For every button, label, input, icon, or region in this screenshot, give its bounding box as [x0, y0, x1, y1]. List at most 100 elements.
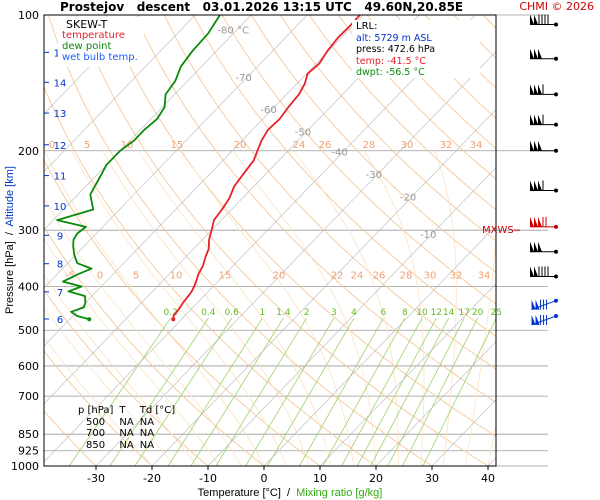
dry-adiabat-label: -40: [331, 148, 347, 159]
isotherm: [207, 167, 496, 466]
dry-adiabat-label: -10: [420, 230, 436, 241]
moist-adiabat-label: 15: [171, 140, 184, 151]
wind-barb: [530, 140, 558, 153]
dry-adiabat: [192, 15, 496, 337]
isotherm: [44, 15, 308, 289]
series-end-point: [171, 317, 176, 322]
table-row: 700 NA NA: [86, 428, 155, 439]
pressure-tick-label: 1000: [11, 460, 39, 473]
mixing-ratio-label: 17: [459, 308, 470, 318]
isotherm: [375, 341, 496, 466]
moist-adiabat-label: 26: [373, 271, 386, 282]
series-dew-point: [56, 15, 221, 321]
mixing-ratio-label: 1.4: [276, 308, 291, 318]
dry-adiabat: [44, 350, 153, 466]
header-title: Prostejov descent 03.01.2026 13:15 UTC 4…: [60, 0, 463, 14]
mixing-ratio-label: 0.4: [201, 308, 216, 318]
isotherm: [44, 15, 420, 405]
isotherm: [319, 283, 496, 466]
isotherm: [487, 457, 496, 466]
legend-dew-point: dew point: [62, 41, 112, 52]
level-table-header: p [hPa] T Td [°C]: [78, 405, 176, 416]
coordinates: 49.60N,20.85E: [364, 0, 464, 14]
credit: CHMI © 2026: [519, 0, 594, 13]
isotherm: [95, 51, 496, 466]
wind-barb: [530, 14, 558, 27]
altitude-tick-label: 13: [54, 109, 67, 120]
moist-adiabat-label: 30: [424, 271, 437, 282]
pressure-tick-label: 850: [18, 428, 39, 441]
table-row: 500 NA NA: [86, 416, 155, 428]
wind-barbs: [530, 14, 558, 326]
y-axis-title: Pressure [hPa] / Altitude [km]: [4, 166, 16, 314]
isotherm: [44, 15, 196, 173]
wind-barb: [530, 216, 558, 229]
station-name: Prostejov: [60, 0, 125, 14]
wind-barb: [530, 114, 558, 127]
dry-adiabat: [250, 15, 496, 273]
table-row: 850 NA NA: [86, 439, 155, 451]
dry-adiabat: [541, 15, 600, 466]
isobar-grid: [44, 14, 548, 467]
isotherm: [44, 15, 476, 463]
dry-adiabat: [44, 226, 265, 466]
moist-adiabat-label: 32: [440, 140, 453, 151]
dry-adiabat: [105, 15, 496, 437]
moist-adiabat-label: 28: [400, 271, 413, 282]
dry-adiabat-label: -20: [400, 193, 416, 204]
moist-adiabat: [102, 150, 310, 466]
pressure-tick-label: 700: [18, 390, 39, 403]
x-axis-title: Temperature [°C] / Mixing ratio [g/kg]: [198, 487, 383, 499]
dry-adiabat: [44, 159, 321, 466]
dry-adiabat-label: -50: [295, 127, 311, 138]
isotherm: [44, 15, 252, 231]
dry-adiabat: [44, 410, 97, 466]
mixing-ratio-line: [245, 317, 335, 466]
pressure-tick-label: 600: [18, 360, 39, 373]
moist-adiabat: [44, 237, 220, 466]
moist-adiabat: [138, 150, 332, 466]
altitude-tick-label: 11: [54, 172, 67, 183]
isoline-labels: 0.2 0.4 0.6 1 1.4 2 3 4 6 8 10 12 14 17 20 25-80 °C-70-…: [49, 26, 502, 318]
series-temperature: [172, 15, 361, 320]
mixing-ratio-line: [267, 317, 355, 466]
level-table: p [hPa] T Td [°C] 500 NA NA 700 NA NA 85…: [78, 405, 181, 451]
mixing-ratio-label: 4: [351, 308, 357, 318]
isotherm: [151, 109, 496, 466]
dry-adiabat-label: -80 °C: [217, 26, 249, 37]
mixing-ratio-line: [134, 317, 233, 466]
wind-barb: [531, 314, 558, 326]
isotherm: [431, 399, 496, 466]
moist-adiabat: [44, 150, 265, 466]
sounding-profiles: [56, 15, 361, 322]
dry-adiabat-label: -70: [235, 73, 251, 84]
moist-adiabat-label: 0: [97, 271, 103, 282]
mixing-ratio-line: [370, 317, 449, 466]
lrl-dwpt: dwpt: -56.5 °C: [356, 67, 425, 78]
moist-adiabat: [44, 196, 242, 466]
mixing-ratio-label: 3: [331, 308, 337, 318]
moist-adiabat-label: 20: [234, 140, 247, 151]
moist-adiabat: [71, 150, 287, 466]
mixing-ratio-label: 10: [416, 308, 428, 318]
mixing-ratio-label: 1: [259, 308, 265, 318]
dry-adiabat: [337, 15, 496, 180]
pressure-tick-label: 300: [18, 224, 39, 237]
dry-adiabat-label: -60: [260, 105, 276, 116]
lrl-press: press: 472.6 hPa: [356, 44, 436, 55]
dry-adiabat: [47, 15, 433, 466]
mixing-ratio-line: [68, 317, 171, 466]
temperature-tick-label: -30: [87, 472, 105, 485]
altitude-tick-label: 12: [54, 141, 67, 152]
legend-wet-bulb: wet bulb temp.: [62, 52, 138, 63]
altitude-tick-label: 14: [54, 78, 67, 89]
moist-adiabat: [465, 150, 496, 466]
altitude-tick-label: 10: [54, 202, 67, 213]
temperature-tick-label: -20: [143, 472, 161, 485]
isotherm: [44, 15, 364, 347]
mxws-label: MXWS: [482, 225, 514, 236]
mixing-ratio-line: [299, 317, 384, 466]
altitude-tick-label: 9: [57, 231, 63, 242]
datetime: 03.01.2026 13:15 UTC: [202, 0, 352, 14]
moist-adiabat: [44, 274, 198, 466]
